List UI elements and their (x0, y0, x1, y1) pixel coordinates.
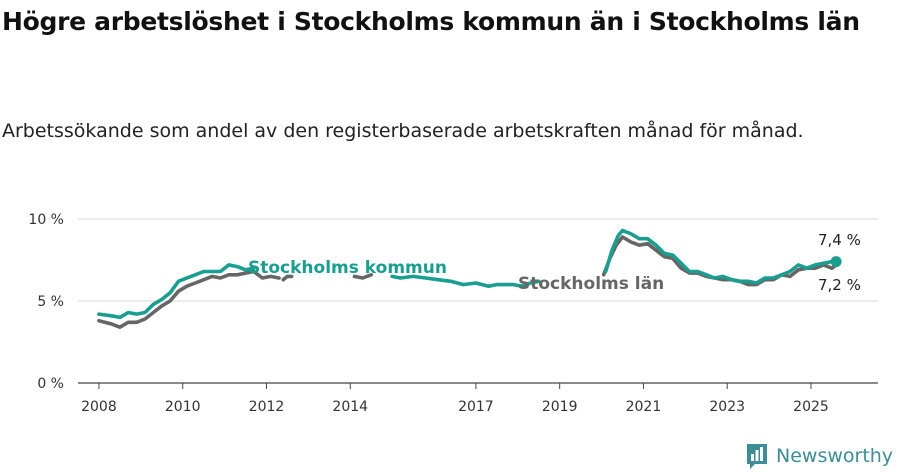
x-tick-label: 2017 (458, 399, 494, 415)
series-line-stockholms-ln (281, 274, 294, 282)
labels: Stockholms kommun Stockholms län 7,4 % 7,2 … (248, 231, 861, 294)
newsworthy-logo-text: Newsworthy (776, 445, 894, 467)
x-tick-label: 2010 (165, 399, 201, 415)
series-label-stockholms-kommun: Stockholms kommun (248, 258, 447, 278)
x-tick-label: 2019 (542, 399, 578, 415)
x-tick-label: 2025 (793, 399, 829, 415)
chart-subtitle: Arbetssökande som andel av den registerb… (2, 120, 804, 142)
y-tick-label: 0 % (37, 376, 64, 392)
newsworthy-logo: Newsworthy (745, 440, 893, 472)
series-label-stockholms-lan: Stockholms län (518, 274, 664, 294)
y-tick-label: 10 % (28, 212, 64, 228)
series-line-stockholms-ln (352, 273, 373, 280)
end-value-label-kommun: 7,4 % (818, 231, 861, 249)
series-line-stockholms-kommun (390, 274, 541, 288)
series-lines (97, 228, 842, 329)
x-tick-label: 2021 (626, 399, 662, 415)
axes: 0 % 5 % 10 % 2008 2010 2012 2014 2017 2019 2021 20… (28, 212, 828, 415)
x-tick-label: 2012 (249, 399, 285, 415)
newsworthy-logo-icon (747, 444, 767, 469)
end-value-label-lan: 7,2 % (818, 276, 861, 294)
series-line-stockholms-kommun (603, 228, 838, 285)
chart-title: Högre arbetslöshet i Stockholms kommun ä… (2, 7, 860, 36)
line-chart: 0 % 5 % 10 % 2008 2010 2012 2014 2017 2019 2021 20… (28, 212, 878, 415)
grid (78, 218, 878, 384)
series-line-stockholms-ln (97, 269, 281, 329)
x-tick-label: 2014 (332, 399, 368, 415)
series-line-stockholms-kommun (97, 263, 256, 320)
x-tick-label: 2008 (81, 399, 117, 415)
endpoint-marker-stockholms-kommun (830, 256, 842, 268)
x-tick-label: 2023 (709, 399, 745, 415)
y-tick-label: 5 % (37, 294, 64, 310)
